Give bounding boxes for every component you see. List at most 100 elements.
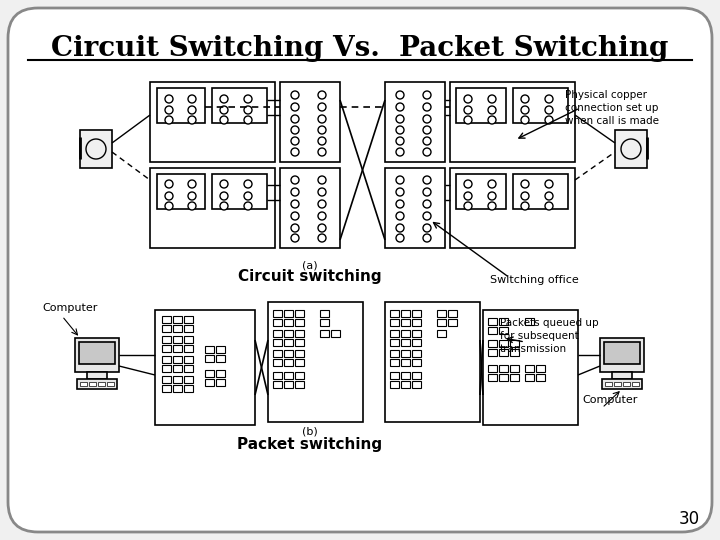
Bar xyxy=(75,338,119,372)
Bar xyxy=(173,345,182,352)
Bar xyxy=(184,345,193,352)
Circle shape xyxy=(188,116,196,124)
Bar xyxy=(150,168,275,248)
Circle shape xyxy=(188,180,196,188)
Bar xyxy=(401,372,410,379)
Bar xyxy=(536,365,545,372)
Circle shape xyxy=(423,91,431,99)
Text: Circuit switching: Circuit switching xyxy=(238,268,382,284)
Bar xyxy=(162,345,171,352)
Bar xyxy=(295,330,304,337)
Bar xyxy=(284,339,293,346)
Circle shape xyxy=(188,192,196,200)
Bar xyxy=(98,382,105,386)
Bar xyxy=(499,340,508,347)
Bar xyxy=(157,174,205,209)
Circle shape xyxy=(464,116,472,124)
Bar xyxy=(162,385,171,392)
Bar xyxy=(295,350,304,357)
Circle shape xyxy=(464,106,472,114)
Circle shape xyxy=(423,126,431,134)
Circle shape xyxy=(423,176,431,184)
Bar xyxy=(525,374,534,381)
Bar xyxy=(320,319,329,326)
Text: Circuit Switching Vs.  Packet Switching: Circuit Switching Vs. Packet Switching xyxy=(51,35,669,62)
Bar xyxy=(162,316,171,323)
Bar xyxy=(612,372,632,379)
Bar xyxy=(456,174,506,209)
Bar xyxy=(162,365,171,372)
Bar xyxy=(525,318,534,325)
Text: 30: 30 xyxy=(679,510,700,528)
Circle shape xyxy=(396,224,404,232)
Bar xyxy=(412,310,421,317)
Bar xyxy=(412,381,421,388)
Circle shape xyxy=(165,180,173,188)
Bar xyxy=(273,330,282,337)
Bar xyxy=(448,319,457,326)
Bar xyxy=(157,88,205,123)
Circle shape xyxy=(488,116,496,124)
Circle shape xyxy=(545,116,553,124)
Circle shape xyxy=(318,234,326,242)
Bar xyxy=(173,336,182,343)
Bar xyxy=(184,385,193,392)
Circle shape xyxy=(545,180,553,188)
Bar xyxy=(162,356,171,363)
Bar xyxy=(600,338,644,372)
Circle shape xyxy=(488,192,496,200)
Text: Packet switching: Packet switching xyxy=(238,436,382,451)
Circle shape xyxy=(396,137,404,145)
Circle shape xyxy=(396,103,404,111)
Bar xyxy=(205,346,214,353)
Circle shape xyxy=(396,188,404,196)
Circle shape xyxy=(318,137,326,145)
Bar xyxy=(273,381,282,388)
Bar xyxy=(390,330,399,337)
Circle shape xyxy=(521,192,529,200)
Bar xyxy=(162,336,171,343)
Bar xyxy=(80,382,87,386)
Circle shape xyxy=(423,188,431,196)
Circle shape xyxy=(165,192,173,200)
Circle shape xyxy=(188,106,196,114)
Circle shape xyxy=(291,176,299,184)
Circle shape xyxy=(291,224,299,232)
Circle shape xyxy=(521,202,529,210)
Bar xyxy=(184,316,193,323)
Bar xyxy=(604,342,640,364)
Bar xyxy=(450,168,575,248)
Circle shape xyxy=(521,180,529,188)
Bar xyxy=(390,319,399,326)
Circle shape xyxy=(396,176,404,184)
Circle shape xyxy=(396,148,404,156)
Bar xyxy=(483,310,578,425)
Circle shape xyxy=(396,126,404,134)
Circle shape xyxy=(291,115,299,123)
Circle shape xyxy=(545,192,553,200)
Bar xyxy=(205,355,214,362)
Bar xyxy=(412,319,421,326)
Circle shape xyxy=(318,212,326,220)
Circle shape xyxy=(488,95,496,103)
Bar xyxy=(602,379,642,389)
Circle shape xyxy=(545,202,553,210)
Bar xyxy=(510,349,519,356)
Bar xyxy=(205,379,214,386)
Bar xyxy=(623,382,630,386)
Circle shape xyxy=(423,234,431,242)
Circle shape xyxy=(220,202,228,210)
Bar xyxy=(320,310,329,317)
Bar xyxy=(273,359,282,366)
Bar xyxy=(401,330,410,337)
Bar xyxy=(173,316,182,323)
Bar xyxy=(510,374,519,381)
Circle shape xyxy=(165,202,173,210)
Bar xyxy=(412,339,421,346)
Circle shape xyxy=(396,115,404,123)
Bar xyxy=(632,382,639,386)
Circle shape xyxy=(86,139,106,159)
Circle shape xyxy=(396,234,404,242)
Circle shape xyxy=(291,200,299,208)
Bar xyxy=(488,327,497,334)
